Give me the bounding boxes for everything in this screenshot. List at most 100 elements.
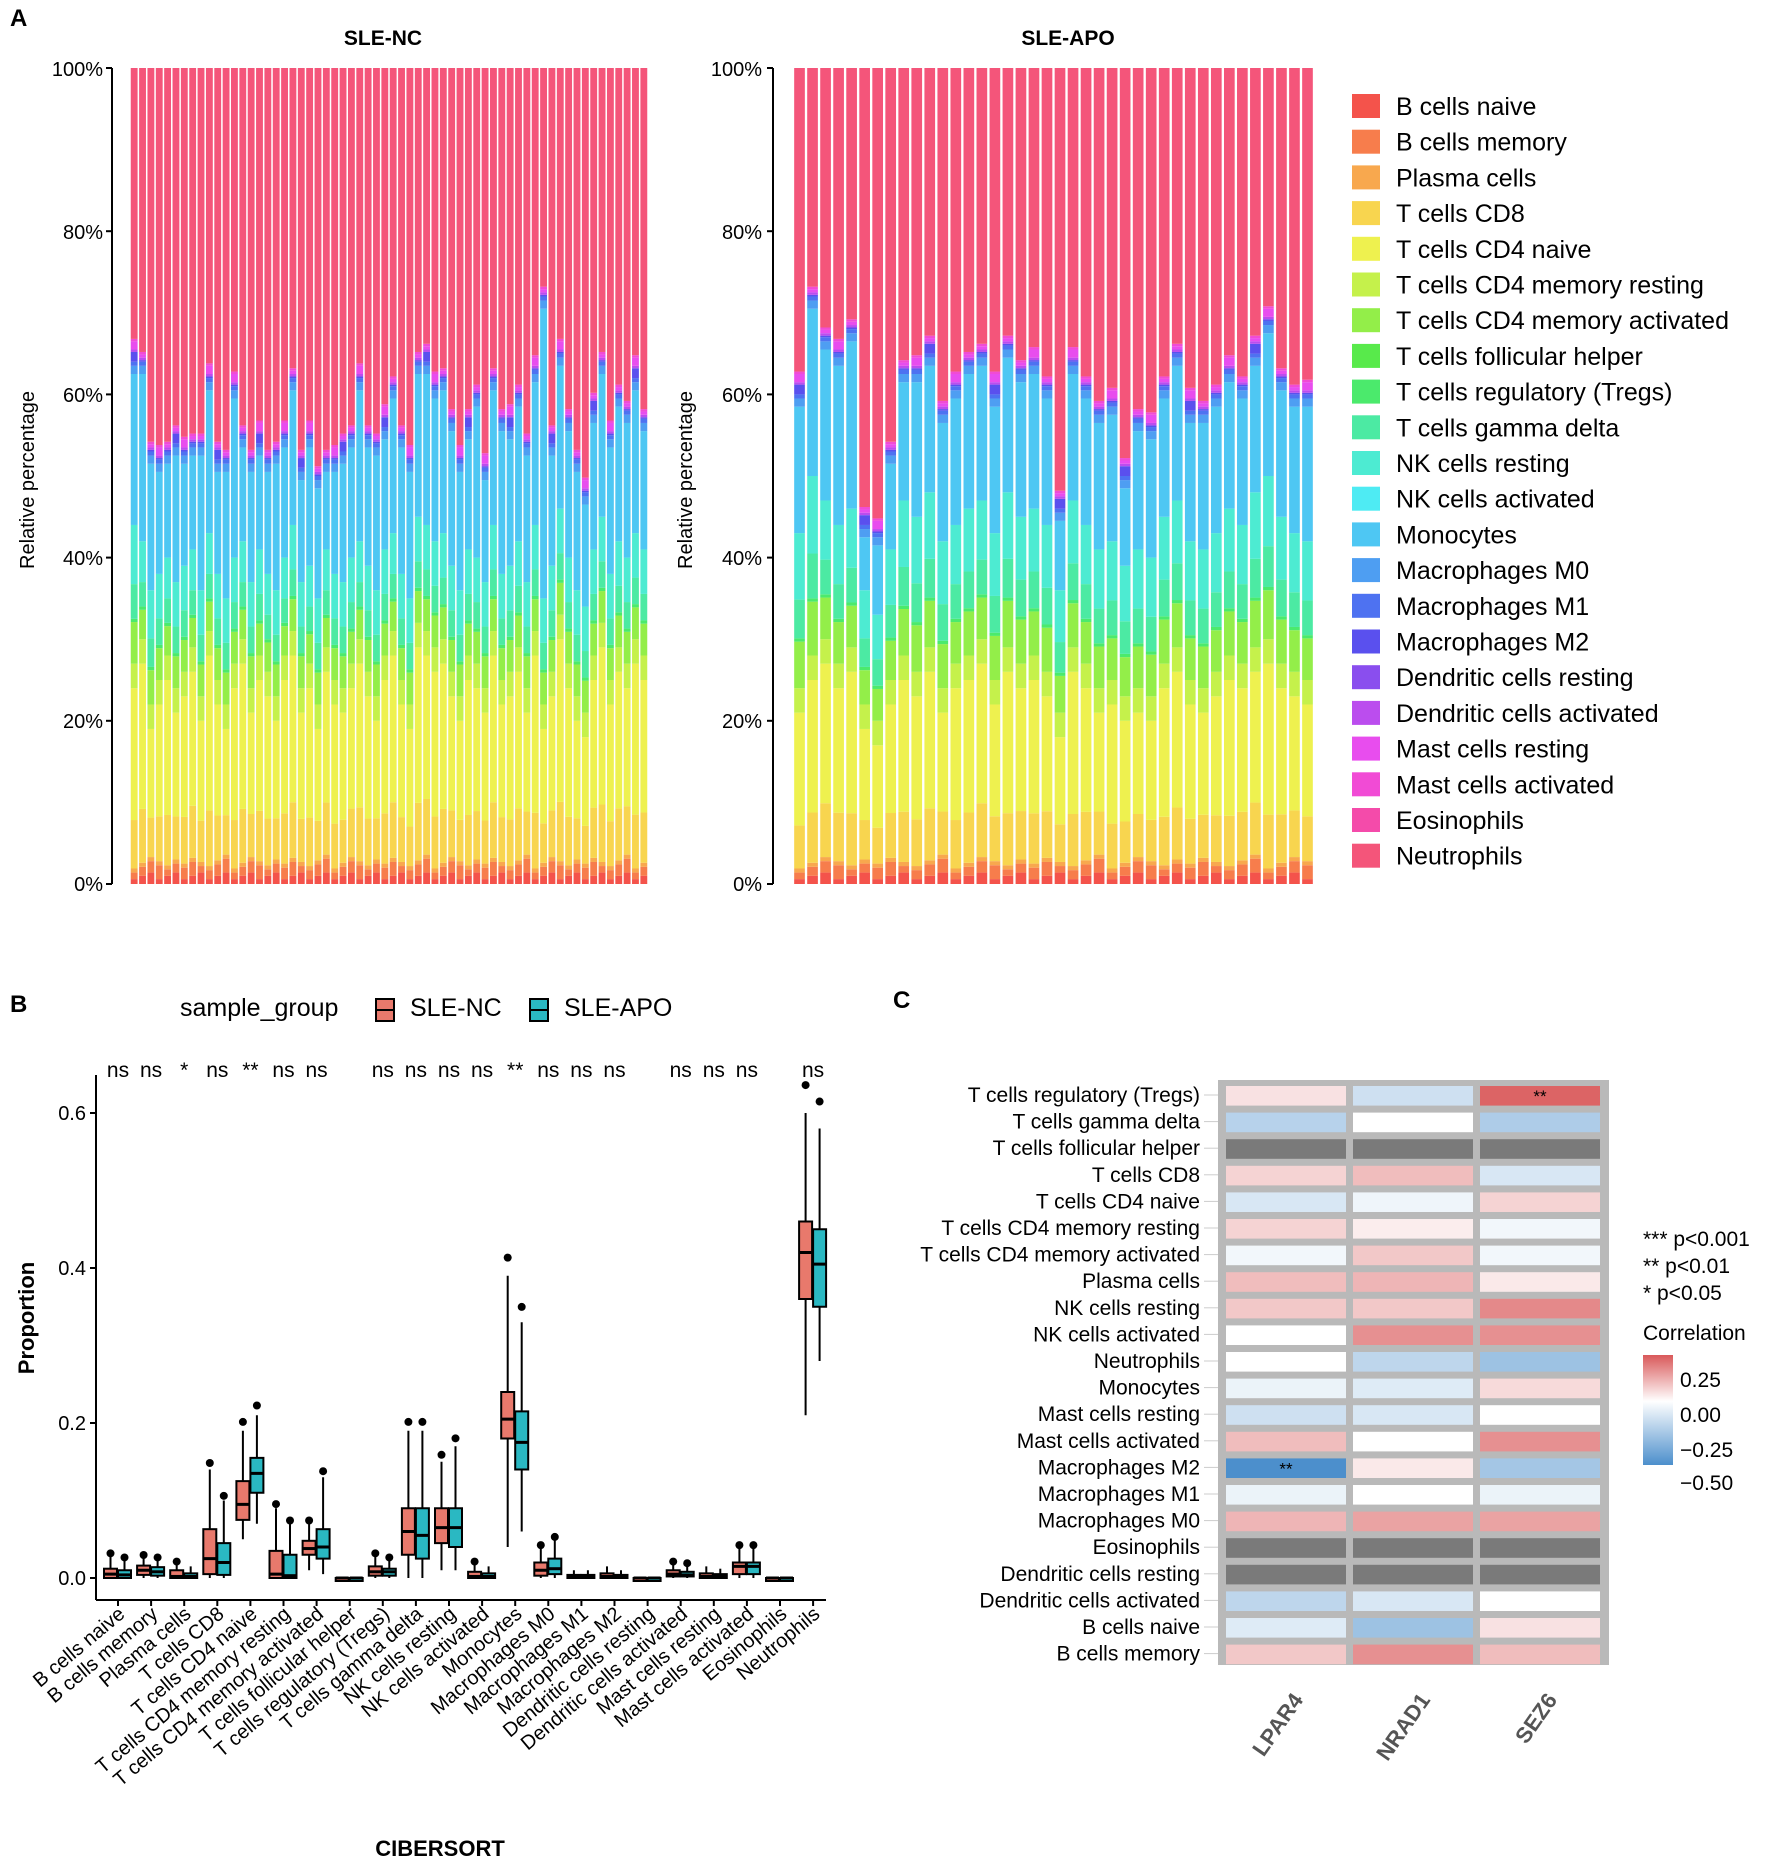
- bar-segment: [573, 459, 581, 464]
- bar-segment: [1224, 508, 1235, 572]
- bar-segment: [1041, 68, 1053, 377]
- bar-segment: [331, 704, 339, 824]
- bar-segment: [364, 865, 372, 870]
- bar-segment: [214, 459, 222, 464]
- bar-segment: [289, 569, 297, 596]
- bar-segment: [490, 68, 497, 369]
- bar-segment: [1106, 414, 1118, 542]
- bar-segment: [247, 653, 255, 657]
- bar-segment: [565, 411, 573, 415]
- bar-segment: [1015, 374, 1027, 383]
- bar-segment: [289, 861, 297, 876]
- bar-segment: [1080, 378, 1092, 383]
- bar-segment: [1210, 533, 1222, 593]
- bar-segment: [794, 879, 805, 884]
- bar-segment: [172, 455, 180, 583]
- bar-segment: [548, 425, 556, 428]
- bar-segment: [581, 477, 589, 481]
- bar-segment: [197, 661, 205, 665]
- bar-segment: [155, 861, 163, 866]
- bar-segment: [573, 859, 581, 864]
- bar-segment: [515, 647, 522, 672]
- bar-segment: [1106, 387, 1118, 391]
- bar-segment: [640, 422, 648, 432]
- bar-segment: [239, 875, 247, 884]
- bar-segment: [506, 417, 514, 428]
- bar-segment: [1106, 680, 1118, 705]
- bar-segment: [373, 818, 380, 860]
- bar-segment: [615, 647, 623, 672]
- bar-segment: [498, 409, 506, 412]
- heatmap-cell: [1226, 1591, 1346, 1611]
- bar-segment: [314, 598, 322, 643]
- bar-segment: [623, 68, 631, 401]
- bar-segment: [1237, 384, 1248, 387]
- bar-segment: [924, 864, 936, 876]
- bar-segment: [464, 409, 472, 412]
- bar-segment: [473, 392, 481, 395]
- bar-segment: [976, 857, 988, 862]
- bar-segment: [197, 433, 205, 437]
- bar-segment: [989, 374, 1001, 383]
- bar-segment: [1184, 68, 1196, 388]
- row-label: Macrophages M0: [1038, 1510, 1200, 1533]
- bar-segment: [1015, 369, 1027, 374]
- bar-segment: [606, 435, 614, 440]
- bar-segment: [1184, 398, 1196, 401]
- bar-segment: [1145, 412, 1157, 415]
- bar-segment: [214, 68, 222, 442]
- bar-segment: [606, 704, 614, 822]
- bar-segment: [581, 496, 589, 505]
- bar-segment: [590, 623, 598, 656]
- bar-segment: [490, 524, 497, 570]
- row-label: Macrophages M1: [1038, 1483, 1200, 1506]
- bar-segment: [1276, 663, 1287, 689]
- bar-segment: [264, 455, 272, 459]
- bar-segment: [381, 414, 389, 418]
- bar-segment: [1171, 859, 1183, 864]
- bar-segment: [1237, 864, 1248, 876]
- bar-segment: [976, 68, 988, 344]
- bar-segment: [264, 458, 272, 460]
- bar-segment: [297, 688, 305, 713]
- bar-segment: [205, 879, 213, 884]
- bar-segment: [573, 68, 581, 450]
- bar-segment: [807, 812, 818, 863]
- bar-segment: [540, 672, 547, 705]
- bar-segment: [515, 541, 522, 586]
- bar-segment: [331, 463, 339, 472]
- bar-segment: [1080, 390, 1092, 399]
- bar-segment: [632, 390, 639, 534]
- bar-segment: [590, 400, 598, 411]
- bar-segment: [389, 376, 397, 379]
- legend-swatch: [1352, 808, 1380, 832]
- bar-segment: [976, 861, 988, 873]
- bar-segment: [523, 656, 531, 689]
- bar-segment: [1289, 592, 1300, 627]
- bar-segment: [581, 488, 589, 491]
- bar-segment: [1132, 643, 1144, 647]
- box-sle-apo: [745, 1561, 761, 1576]
- bar-segment: [281, 622, 288, 627]
- bar-segment: [239, 862, 247, 867]
- bar-segment: [231, 390, 238, 399]
- bar-segment: [1067, 603, 1079, 648]
- bar-segment: [272, 859, 280, 864]
- bar-segment: [924, 671, 936, 809]
- bar-segment: [1276, 616, 1287, 620]
- bar-segment: [924, 353, 936, 358]
- bar-segment: [1184, 879, 1196, 884]
- bar-segment: [1119, 460, 1131, 464]
- bar-segment: [439, 68, 447, 369]
- bar-segment: [180, 696, 188, 817]
- y-axis-label: Relative percentage: [675, 391, 697, 569]
- bar-segment: [256, 879, 263, 884]
- bar-segment: [1210, 390, 1222, 393]
- box-sle-apo: [514, 1410, 530, 1471]
- bar-segment: [606, 821, 614, 867]
- bar-segment: [222, 463, 230, 472]
- bar-segment: [398, 861, 405, 867]
- bar-segment: [1145, 879, 1157, 884]
- bar-segment: [1289, 857, 1300, 862]
- bar-segment: [859, 670, 870, 705]
